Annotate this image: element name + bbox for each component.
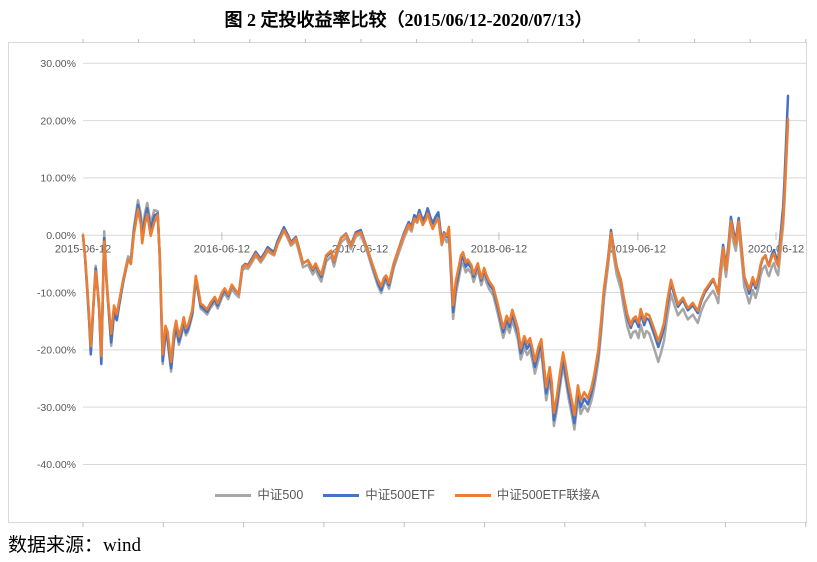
legend-swatch-icon <box>323 493 360 497</box>
y-axis-label: 20.00% <box>40 115 76 127</box>
axis-ticks <box>82 39 807 527</box>
legend-swatch-icon <box>454 493 491 497</box>
legend-item-csi500-etf[interactable]: 中证500ETF <box>323 488 435 502</box>
source-note: 数据来源：wind <box>8 535 142 556</box>
legend-label: 中证500ETF <box>365 488 435 502</box>
legend-swatch-icon <box>215 493 252 497</box>
gridlines: 30.00% 20.00% 10.00% 0.00% -10.00% -20.00% -30… <box>37 58 806 471</box>
chart-legend: 中证500 中证500ETF 中证500ETF联接A <box>9 489 806 502</box>
series-lines <box>81 94 790 431</box>
chart-area: 30.00% 20.00% 10.00% 0.00% -10.00% -20.00% -30… <box>8 39 807 527</box>
x-axis-label: 2016-06-12 <box>194 244 250 256</box>
legend-label: 中证500 <box>257 488 304 502</box>
x-axis-label: 2015-06-12 <box>55 244 111 256</box>
y-axis-label: 0.00% <box>46 230 76 242</box>
y-axis-label: -40.00% <box>37 459 76 471</box>
legend-item-csi500[interactable]: 中证500 <box>215 489 303 502</box>
x-axis-label: 2019-06-12 <box>610 244 666 256</box>
figure-title: 图 2 定投收益率比较（2015/06/12-2020/07/13） <box>224 10 593 30</box>
y-axis-label: -10.00% <box>37 287 76 299</box>
x-axis-label: 2020-06-12 <box>748 244 804 256</box>
series-line-csi500-etf-feeder <box>81 117 790 417</box>
x-axis-label: 2018-06-12 <box>471 244 527 256</box>
y-axis-label: 30.00% <box>40 58 76 70</box>
series-line-csi500 <box>81 122 790 431</box>
y-axis-label: 10.00% <box>40 173 76 185</box>
y-axis-label: -20.00% <box>37 345 76 357</box>
plot-area: 30.00% 20.00% 10.00% 0.00% -10.00% -20.00% -30… <box>37 39 807 527</box>
legend-item-csi500-etf-feeder[interactable]: 中证500ETF联接A <box>454 488 600 502</box>
x-axis-labels: 2015-06-12 2016-06-12 2017-06-12 2018-06-12… <box>55 244 804 256</box>
x-axis-label: 2017-06-12 <box>332 244 388 256</box>
series-line-csi500-etf <box>81 94 790 425</box>
legend-label: 中证500ETF联接A <box>496 488 600 502</box>
y-axis-label: -30.00% <box>37 402 76 414</box>
